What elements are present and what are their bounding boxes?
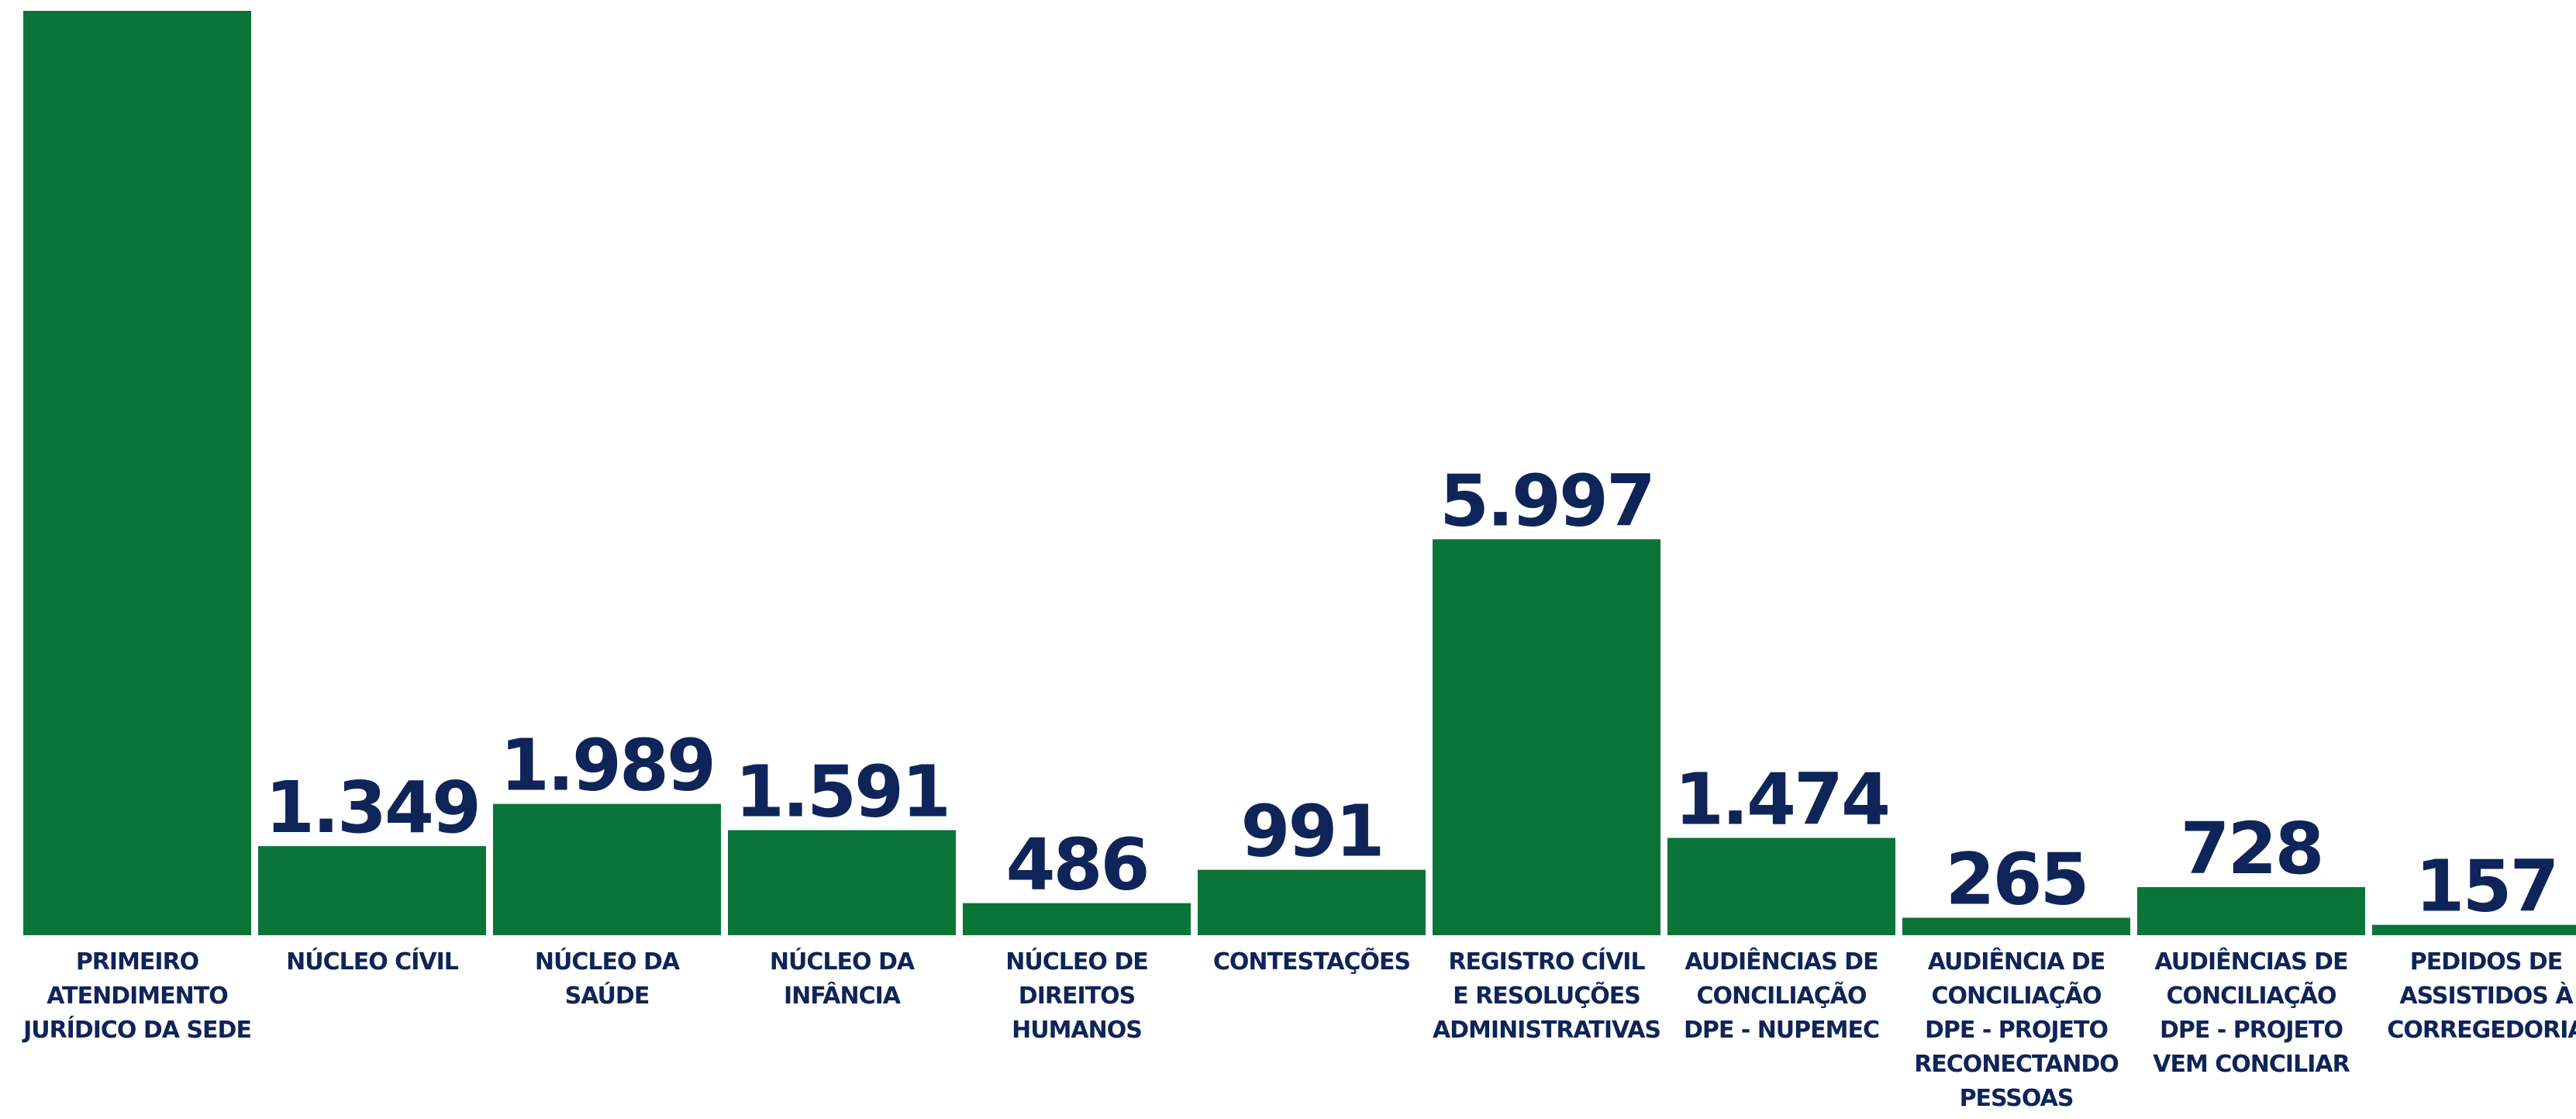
bar-value-label-5: 991 (1240, 790, 1382, 873)
category-label-line: CONCILIAÇÃO (2166, 981, 2336, 1010)
bar-7 (1667, 838, 1895, 935)
category-label-10: PEDIDOS DE ASSISTIDOS À CORREGEDORIA (2387, 948, 2576, 1044)
category-label-line: NÚCLEO DE (1005, 947, 1147, 976)
category-label-line: INFÂNCIA (784, 982, 902, 1010)
bar-4 (963, 903, 1191, 935)
category-label-8: AUDIÊNCIA DE CONCILIAÇÃO DPE - PROJETO RECO… (1914, 948, 2119, 1112)
category-label-line: CORREGEDORIA (2387, 1017, 2576, 1044)
bar-value-label-6: 5.997 (1440, 459, 1654, 542)
category-label-line: AUDIÊNCIAS DE (1685, 948, 1878, 976)
bar-3 (728, 830, 956, 935)
category-label-line: AUDIÊNCIA DE (1928, 948, 2105, 976)
category-label-4: NÚCLEO DE DIREITOS HUMANOS (1005, 947, 1147, 1044)
bar-value-label-9: 728 (2180, 807, 2322, 890)
category-labels-group: PRIMEIRO ATENDIMENTO JURÍDICO DA SEDE NÚCLE… (22, 947, 2576, 1112)
bar-value-label-8: 265 (1945, 838, 2087, 920)
category-label-line: E RESOLUÇÕES (1453, 981, 1640, 1010)
bar-1 (258, 846, 486, 935)
category-label-line: SAÚDE (565, 981, 650, 1010)
category-label-2: NÚCLEO DA SAÚDE (535, 947, 681, 1010)
category-label-line: RECONECTANDO (1914, 1051, 2119, 1078)
category-label-0: PRIMEIRO ATENDIMENTO JURÍDICO DA SEDE (22, 948, 251, 1044)
category-label-line: DIREITOS (1019, 983, 1135, 1010)
category-label-line: NÚCLEO DA (770, 947, 916, 976)
category-label-line: CONCILIAÇÃO (1931, 981, 2101, 1010)
category-label-line: ADMINISTRATIVAS (1433, 1017, 1660, 1044)
category-label-line: ASSISTIDOS À (2399, 982, 2574, 1010)
bar-5 (1198, 869, 1426, 935)
category-label-line: PRIMEIRO (76, 948, 198, 976)
category-label-1: NÚCLEO CÍVIL (286, 947, 459, 976)
value-labels-group: 1.349 1.989 1.591 486 991 5.997 1.474 265 728 157 (265, 459, 2560, 928)
category-label-line: DPE - NUPEMEC (1684, 1017, 1879, 1044)
category-label-5: CONTESTAÇÕES (1213, 947, 1410, 976)
category-label-3: NÚCLEO DA INFÂNCIA (770, 947, 916, 1010)
category-label-line: REGISTRO CÍVIL (1448, 948, 1645, 976)
bar-value-label-10: 157 (2415, 845, 2557, 928)
category-label-7: AUDIÊNCIAS DE CONCILIAÇÃO DPE - NUPEMEC (1684, 948, 1879, 1044)
category-label-line: CONCILIAÇÃO (1696, 981, 1866, 1010)
bar-value-label-1: 1.349 (265, 766, 479, 849)
category-label-line: NÚCLEO CÍVIL (286, 947, 459, 976)
bar-value-label-7: 1.474 (1674, 758, 1888, 841)
bar-value-label-3: 1.591 (735, 751, 949, 834)
category-label-line: JURÍDICO DA SEDE (22, 1016, 251, 1044)
category-label-line: PEDIDOS DE (2410, 948, 2562, 976)
bar-6 (1433, 539, 1660, 935)
category-label-line: ATENDIMENTO (47, 983, 227, 1010)
bar-value-label-4: 486 (1005, 824, 1147, 907)
category-label-line: HUMANOS (1012, 1017, 1142, 1044)
category-label-9: AUDIÊNCIAS DE CONCILIAÇÃO DPE - PROJETO VEM… (2153, 948, 2350, 1078)
bars-group (23, 11, 2576, 935)
category-label-6: REGISTRO CÍVIL E RESOLUÇÕES ADMINISTRATIVA… (1433, 948, 1660, 1044)
category-label-line: PESSOAS (1960, 1085, 2074, 1112)
category-label-line: CONTESTAÇÕES (1213, 947, 1410, 976)
bar-value-label-2: 1.989 (500, 724, 714, 807)
category-label-line: NÚCLEO DA (535, 947, 681, 976)
bar-10 (2372, 924, 2576, 935)
category-label-line: DPE - PROJETO (1925, 1017, 2108, 1044)
bar-8 (1902, 917, 2130, 935)
category-label-line: AUDIÊNCIAS DE (2154, 948, 2347, 976)
bar-9 (2137, 887, 2365, 935)
category-label-line: VEM CONCILIAR (2153, 1051, 2350, 1078)
bar-0 (23, 11, 251, 935)
bar-2 (493, 803, 721, 935)
category-label-line: DPE - PROJETO (2160, 1017, 2343, 1044)
